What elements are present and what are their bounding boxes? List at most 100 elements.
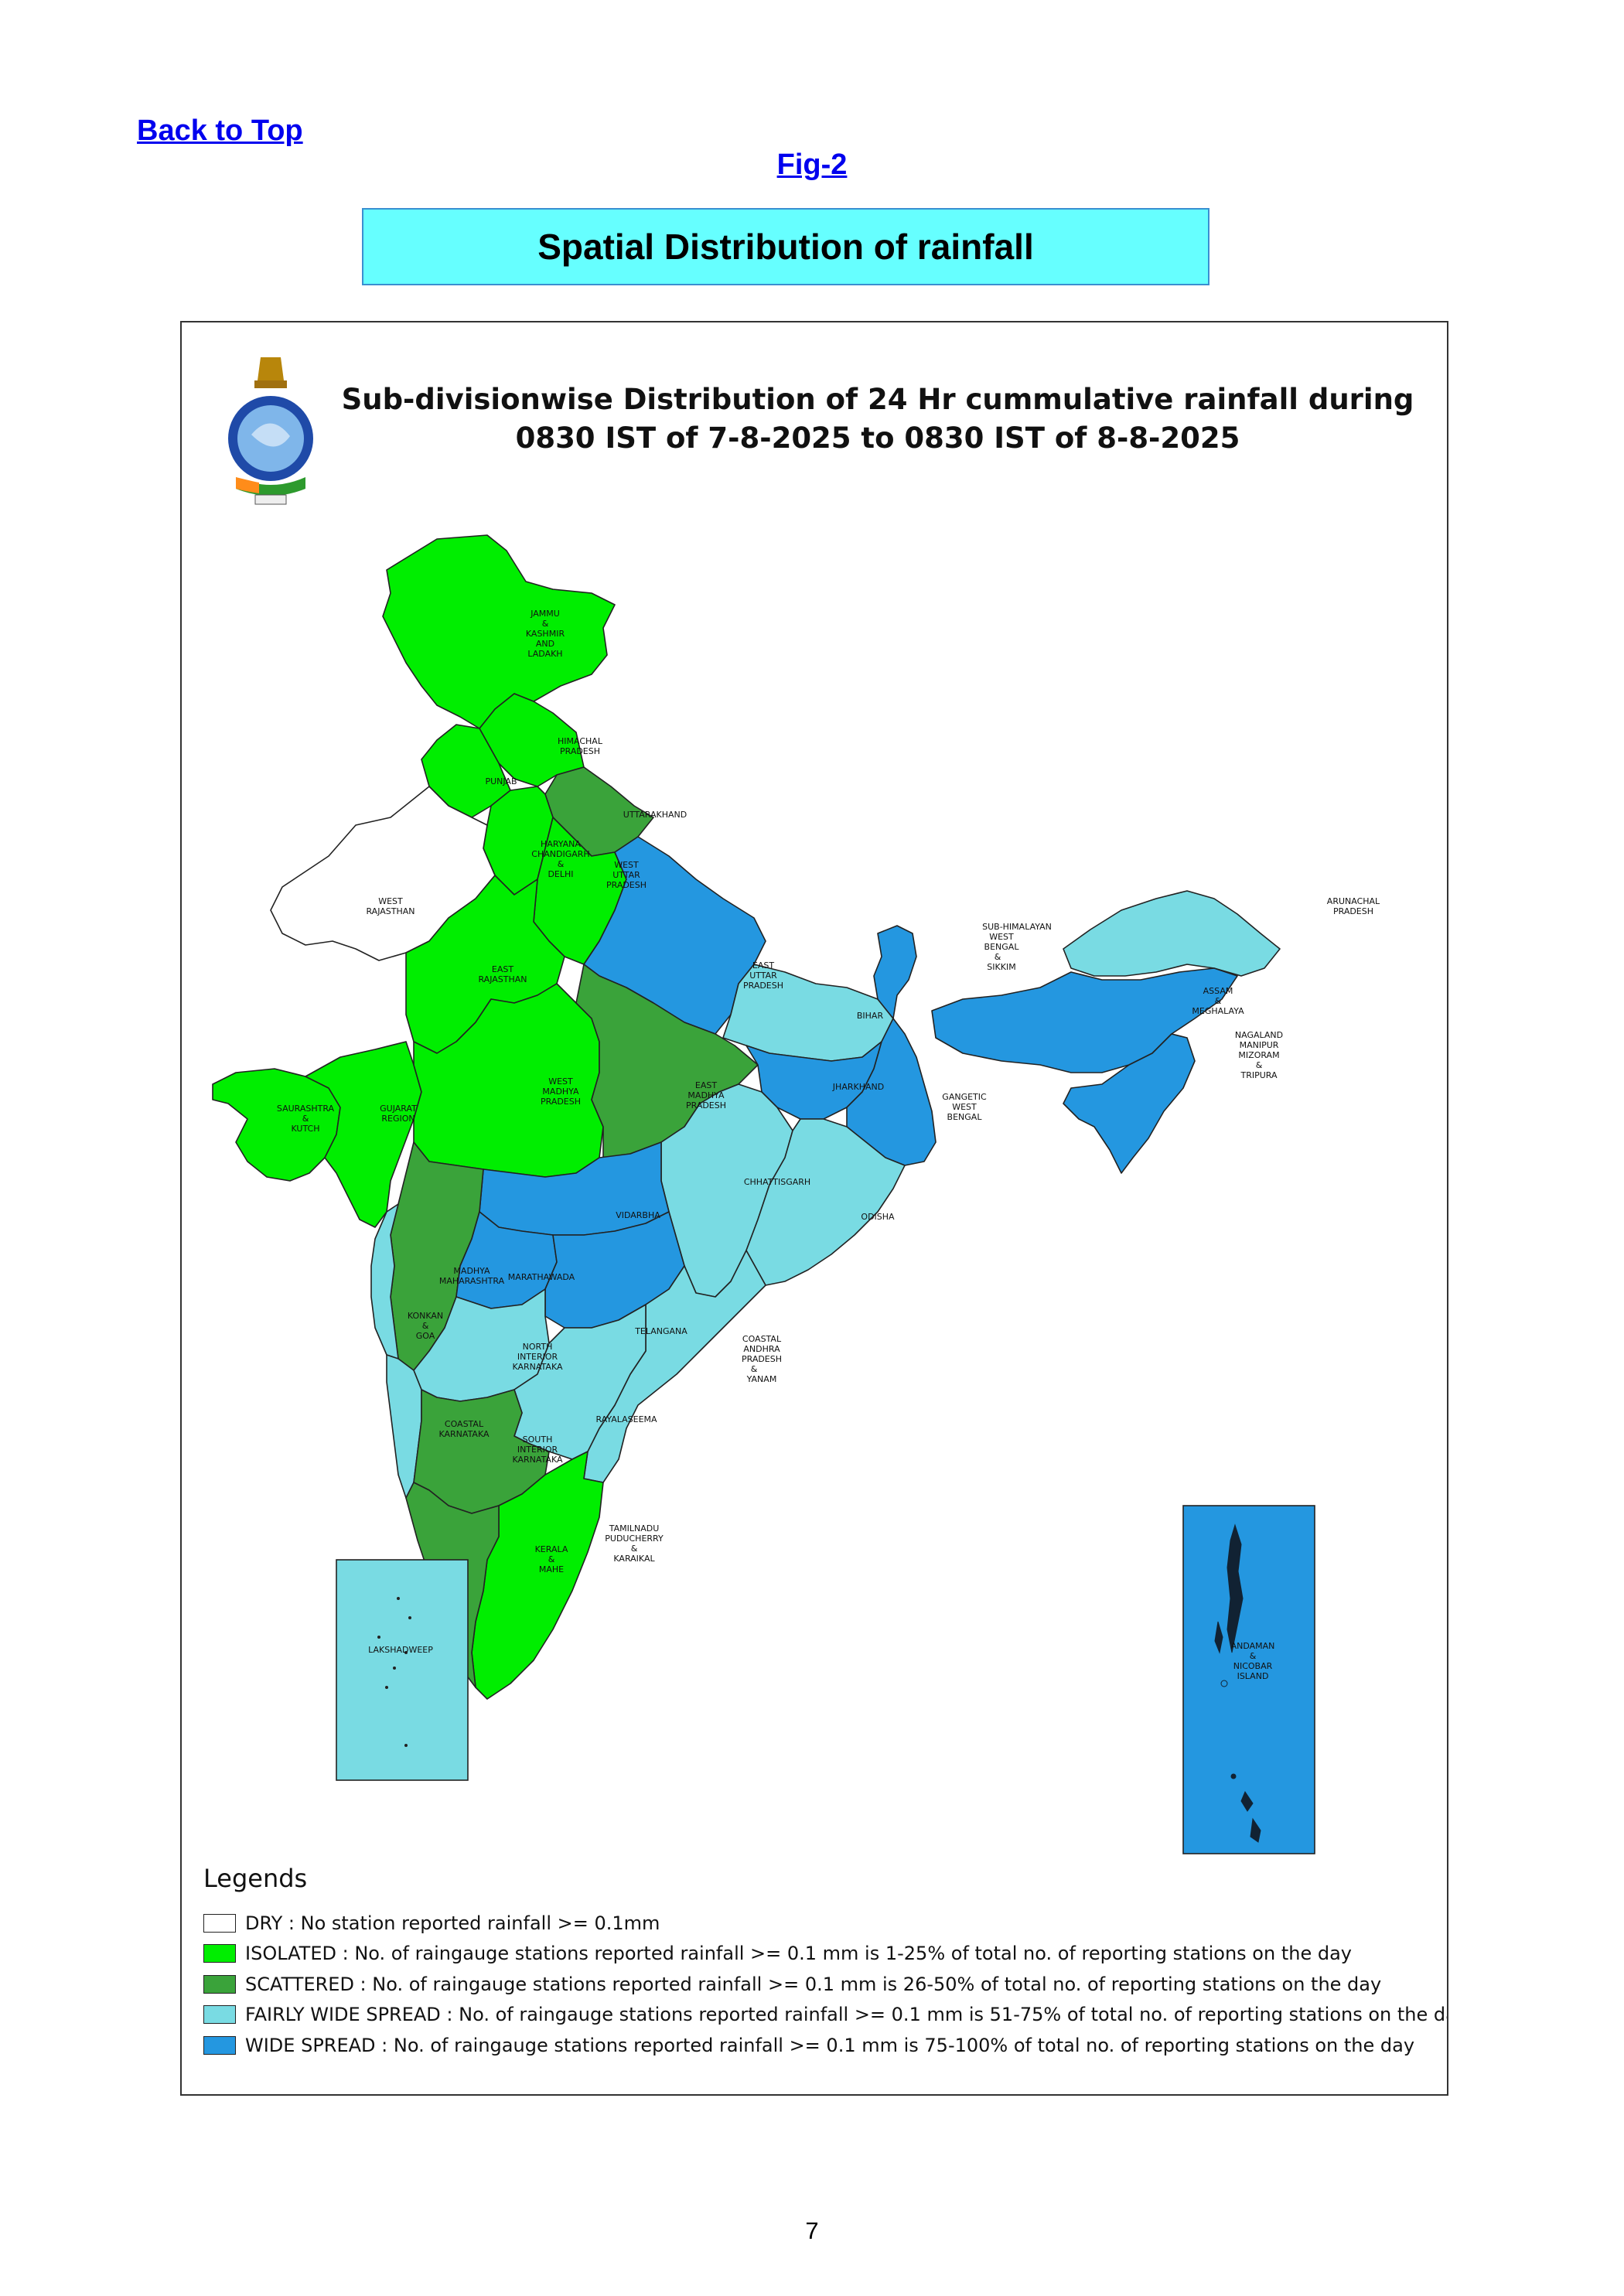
label-hp: HIMACHAL: [558, 736, 603, 746]
legend-item-isolated: ISOLATED : No. of raingauge stations rep…: [203, 1939, 1447, 1970]
region-eup: [583, 836, 766, 1035]
label-ld: LAKSHADWEEP: [368, 1645, 433, 1655]
map-title-line-1: Sub-divisionwise Distribution of 24 Hr c…: [341, 383, 1414, 416]
legend-text-fairly-wide-spread: FAIRLY WIDE SPREAD : No. of raingauge st…: [245, 2004, 1448, 2026]
region-gwb: [846, 1018, 937, 1166]
svg-text:SIKKIM: SIKKIM: [987, 962, 1015, 972]
svg-text:&: &: [1256, 1060, 1263, 1070]
svg-text:PRADESH: PRADESH: [742, 1354, 782, 1364]
svg-text:KARNATAKA: KARNATAKA: [438, 1429, 489, 1439]
region-shwb: [873, 925, 917, 1019]
label-wup: WEST: [614, 860, 639, 870]
label-mw: MARATHAWADA: [508, 1272, 575, 1282]
svg-text:LADAKH: LADAKH: [527, 649, 562, 659]
svg-text:MAHE: MAHE: [539, 1564, 564, 1574]
svg-text:&: &: [542, 619, 549, 629]
label-nik: NORTH: [523, 1342, 553, 1352]
svg-text:PRADESH: PRADESH: [686, 1100, 726, 1110]
label-od: ODISHA: [861, 1212, 895, 1222]
svg-text:PRADESH: PRADESH: [606, 880, 647, 890]
svg-text:DELHI: DELHI: [548, 869, 573, 879]
label-tn: TAMILNADU: [609, 1523, 660, 1534]
svg-text:AND: AND: [536, 639, 554, 649]
legend-item-dry: DRY : No station reported rainfall >= 0.…: [203, 1908, 1447, 1939]
svg-text:ANDHRA: ANDHRA: [743, 1344, 780, 1354]
legend-text-dry: DRY : No station reported rainfall >= 0.…: [245, 1912, 660, 1934]
label-gwb: GANGETIC: [942, 1092, 987, 1102]
legend-title: Legends: [203, 1864, 308, 1893]
svg-text:BENGAL: BENGAL: [984, 942, 1020, 952]
legend-item-scattered: SCATTERED : No. of raingauge stations re…: [203, 1969, 1447, 2000]
legend-text-scattered: SCATTERED : No. of raingauge stations re…: [245, 1973, 1382, 1995]
label-rs: RAYALASEEMA: [595, 1414, 657, 1424]
legend-text-wide-spread: WIDE SPREAD : No. of raingauge stations …: [245, 2034, 1415, 2056]
legend-swatch-wide-spread: [203, 2035, 236, 2055]
svg-text:BENGAL: BENGAL: [947, 1112, 983, 1122]
region-nmmt: [1063, 1033, 1196, 1174]
label-ck: COASTAL: [445, 1419, 484, 1429]
region-ar: [1063, 890, 1281, 977]
section-title: Spatial Distribution of rainfall: [362, 208, 1209, 285]
page-number: 7: [805, 2217, 819, 2244]
label-pb: PUNJAB: [485, 776, 517, 786]
svg-text:MANIPUR: MANIPUR: [1240, 1040, 1279, 1050]
legend-swatch-scattered: [203, 1974, 236, 1994]
label-emp: EAST: [695, 1080, 717, 1090]
svg-text:&: &: [548, 1554, 555, 1564]
svg-text:PUDUCHERRY: PUDUCHERRY: [605, 1534, 664, 1544]
svg-text:KARNATAKA: KARNATAKA: [512, 1455, 562, 1465]
svg-text:MAHARASHTRA: MAHARASHTRA: [439, 1276, 505, 1286]
label-mm: MADHYA: [453, 1266, 490, 1276]
svg-text:YANAM: YANAM: [746, 1374, 777, 1384]
svg-text:MADHYA: MADHYA: [542, 1087, 579, 1097]
svg-text:UTTAR: UTTAR: [612, 870, 640, 880]
svg-text:CHANDIGARH: CHANDIGARH: [531, 849, 589, 859]
legend-text-isolated: ISOLATED : No. of raingauge stations rep…: [245, 1943, 1352, 1965]
map-title-line-2: 0830 IST of 7-8-2025 to 0830 IST of 8-8-…: [515, 421, 1240, 455]
legend-item-fairly-wide-spread: FAIRLY WIDE SPREAD : No. of raingauge st…: [203, 2000, 1448, 2031]
label-nmmt: NAGALAND: [1235, 1030, 1283, 1040]
label-kg: KONKAN: [408, 1311, 443, 1321]
fig-2-link[interactable]: Fig-2: [776, 148, 848, 181]
svg-text:&: &: [1250, 1651, 1257, 1661]
label-km: KERALA: [535, 1544, 568, 1554]
label-bh: BIHAR: [857, 1011, 884, 1021]
label-ar: ARUNACHAL: [1327, 896, 1380, 906]
label-hr: HARYANA: [541, 839, 581, 849]
region-ld: [336, 1559, 469, 1781]
svg-text:KUTCH: KUTCH: [292, 1124, 320, 1134]
legend-swatch-dry: [203, 1913, 236, 1933]
svg-text:ISLAND: ISLAND: [1237, 1671, 1269, 1681]
label-ch: CHHATTISGARH: [744, 1177, 810, 1187]
label-an: ANDAMAN: [1231, 1641, 1275, 1651]
svg-text:KASHMIR: KASHMIR: [526, 629, 565, 639]
svg-text:PRADESH: PRADESH: [541, 1097, 581, 1107]
svg-text:PRADESH: PRADESH: [560, 746, 600, 756]
label-uk: UTTARAKHAND: [623, 810, 687, 820]
label-wr: WEST: [378, 896, 403, 906]
svg-text:WEST: WEST: [952, 1102, 977, 1112]
legend-swatch-isolated: [203, 1944, 236, 1963]
region-od: [745, 1118, 906, 1286]
svg-text:RAJASTHAN: RAJASTHAN: [366, 906, 415, 916]
imd-emblem-icon: [228, 357, 313, 505]
label-jk: JAMMU: [530, 609, 560, 619]
svg-text:NICOBAR: NICOBAR: [1233, 1661, 1273, 1671]
label-sik: SOUTH: [523, 1435, 553, 1445]
label-eup: EAST: [752, 960, 774, 971]
rainfall-map-frame: Sub-divisionwise Distribution of 24 Hr c…: [180, 321, 1448, 2096]
legend-item-wide-spread: WIDE SPREAD : No. of raingauge stations …: [203, 2030, 1447, 2061]
svg-text:INTERIOR: INTERIOR: [517, 1445, 558, 1455]
svg-text:RAJASTHAN: RAJASTHAN: [478, 974, 527, 984]
svg-text:&: &: [302, 1114, 309, 1124]
svg-text:INTERIOR: INTERIOR: [517, 1352, 558, 1362]
svg-text:PRADESH: PRADESH: [1333, 906, 1373, 916]
back-to-top-link[interactable]: Back to Top: [137, 114, 303, 147]
label-gr: GUJARAT: [380, 1104, 417, 1114]
svg-text:MIZORAM: MIZORAM: [1238, 1050, 1279, 1060]
legend-swatch-fairly-wide-spread: [203, 2005, 236, 2025]
svg-text:KARAIKAL: KARAIKAL: [613, 1554, 655, 1564]
svg-text:MADHYA: MADHYA: [687, 1090, 725, 1100]
svg-text:&: &: [1215, 996, 1222, 1006]
